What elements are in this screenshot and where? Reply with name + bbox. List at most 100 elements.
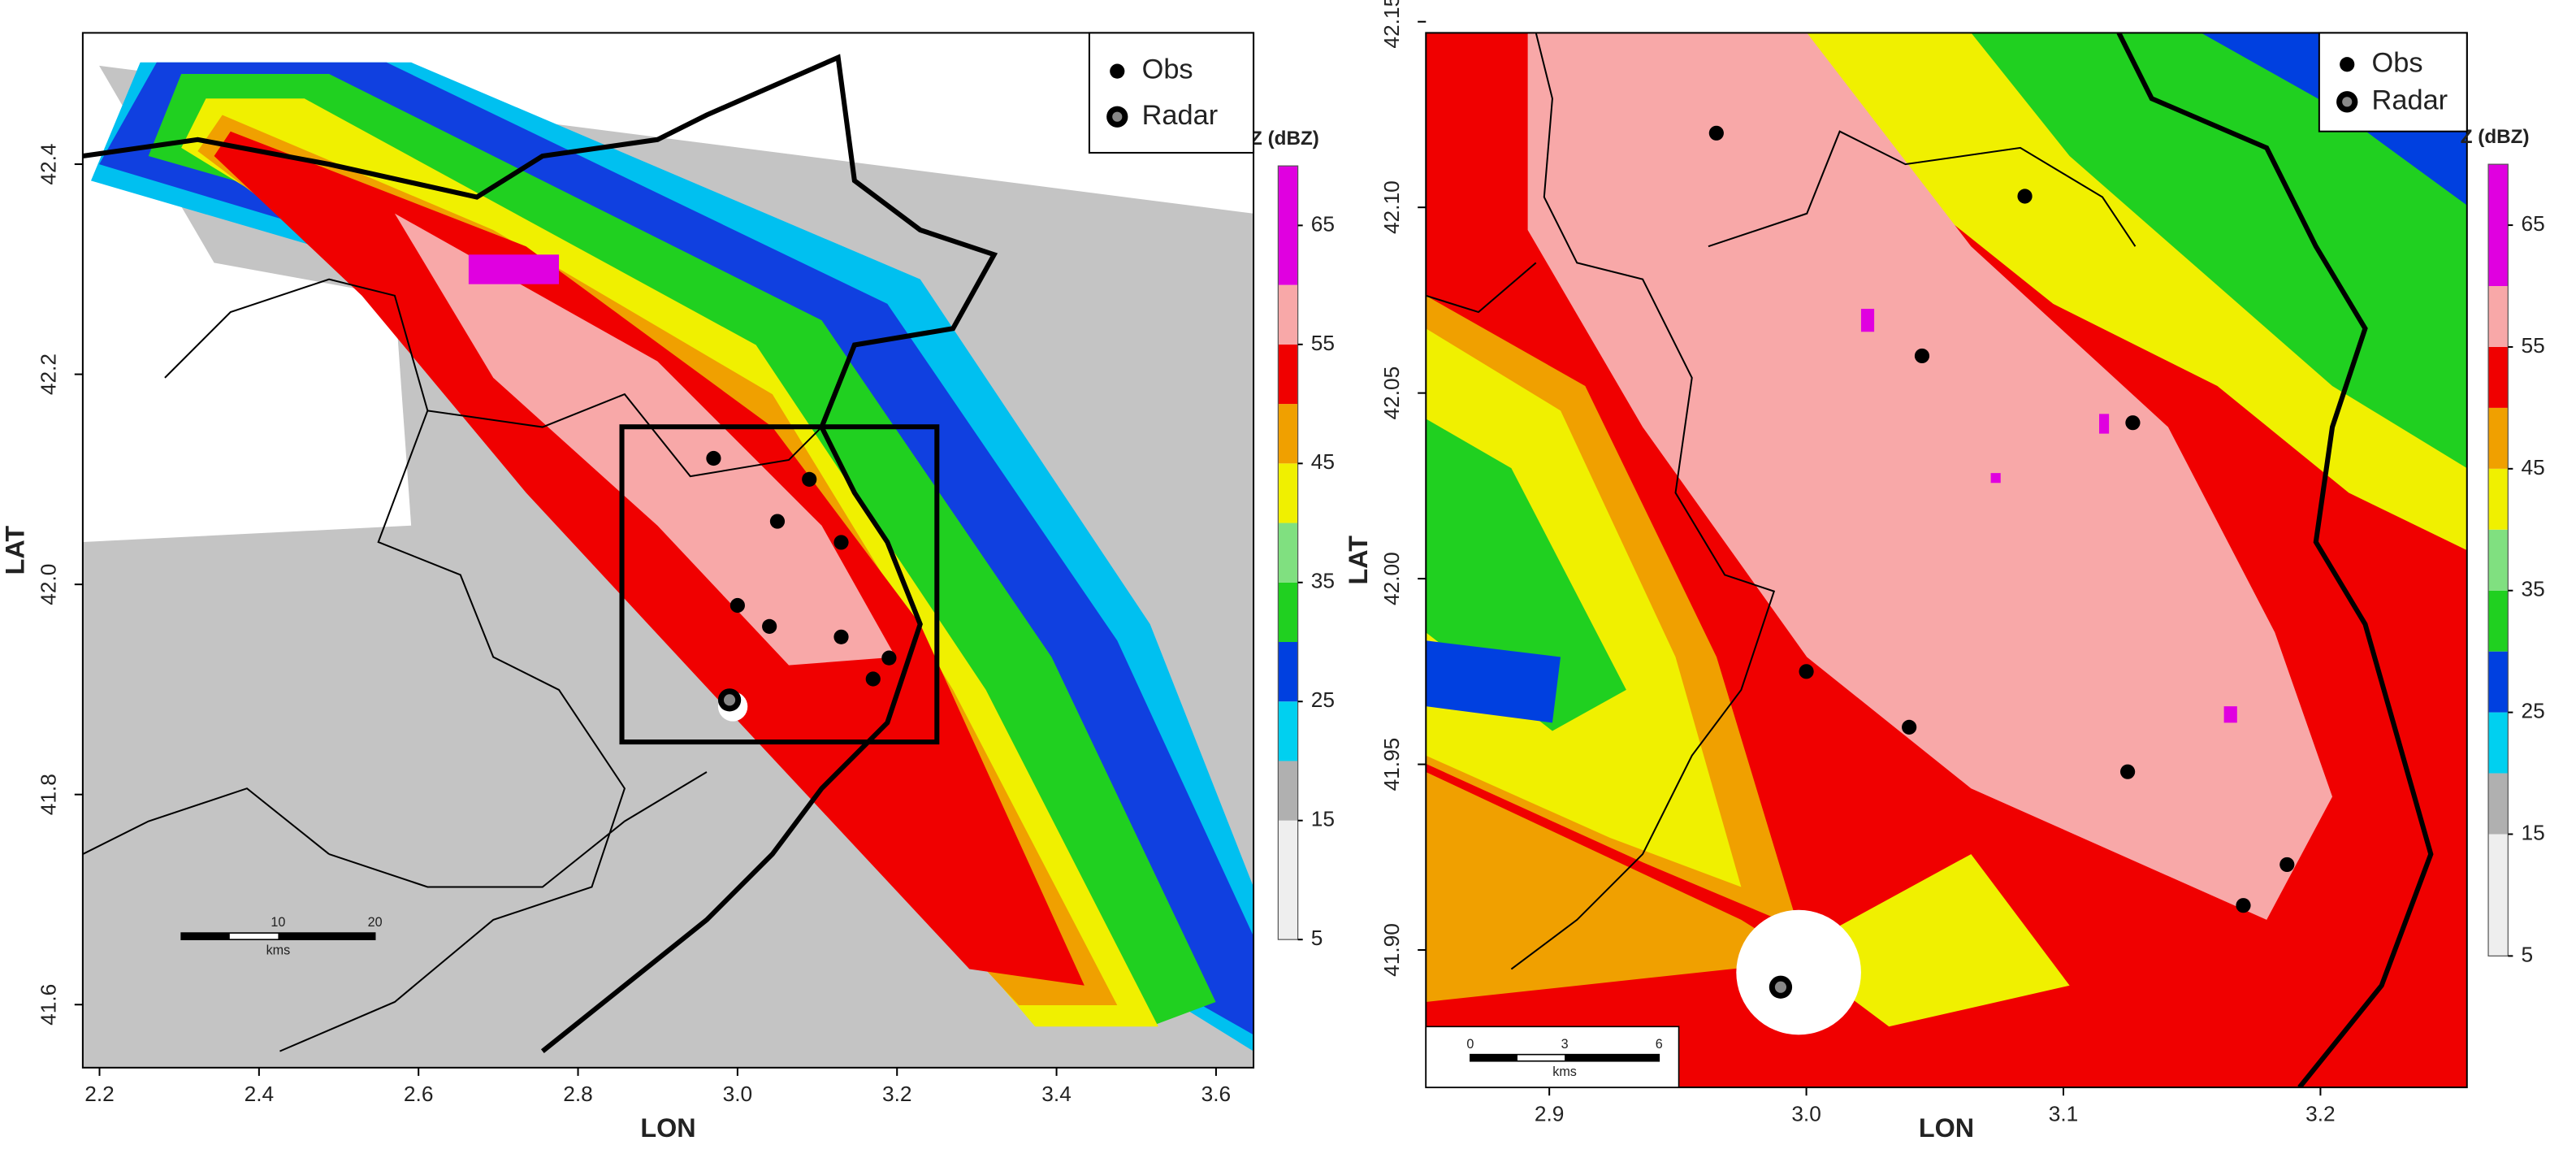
obs-point: [1799, 664, 1814, 679]
obs-point: [762, 618, 777, 634]
colorbar-band: [2488, 468, 2509, 530]
scalebar-fill: [1565, 1054, 1660, 1061]
colorbar-tick-label: 45: [1311, 449, 1335, 474]
y-tick-label: 42.10: [1379, 180, 1404, 234]
scalebar-unit: kms: [1552, 1065, 1577, 1079]
x-tick-label: 2.9: [1535, 1101, 1565, 1125]
scalebar-fill: [1470, 1054, 1517, 1061]
colorbar-band: [2488, 834, 2509, 956]
y-axis-title: LAT: [1344, 536, 1373, 585]
x-tick-label: 3.1: [2049, 1101, 2079, 1125]
obs-point: [1708, 125, 1724, 141]
plot-frame: [81, 32, 1255, 1069]
colorbar-title: Z (dBZ): [1250, 128, 1319, 150]
scalebar-fill: [278, 933, 375, 940]
colorbar-band: [2488, 712, 2509, 774]
zoom-box: [619, 424, 940, 745]
x-tick-label: 3.2: [2305, 1101, 2336, 1125]
obs-point: [706, 450, 721, 466]
colorbar-tick-label: 45: [2521, 455, 2544, 479]
y-tick-label: 41.8: [36, 774, 60, 815]
y-tick-label: 42.00: [1379, 552, 1404, 605]
colorbar-tick-label: 5: [1311, 926, 1323, 950]
colorbar-band: [2488, 651, 2509, 713]
legend-label: Obs: [2372, 47, 2423, 78]
colorbar-tick-label: 55: [1311, 331, 1335, 355]
radar-center: [1774, 981, 1787, 993]
colorbar-tick-label: 5: [2521, 942, 2533, 966]
obs-point: [833, 629, 849, 644]
x-tick-label: 3.6: [1201, 1082, 1232, 1106]
scalebar-unit: kms: [266, 943, 291, 958]
obs-point: [2236, 898, 2251, 913]
x-axis-title: LON: [640, 1113, 695, 1143]
colorbar-frame: [1277, 165, 1299, 940]
colorbar-band: [1278, 166, 1298, 285]
legend-obs-marker: [1110, 63, 1125, 79]
x-axis-title: LON: [1919, 1113, 1974, 1143]
colorbar-tick-label: 25: [1311, 687, 1335, 712]
legend-label: Obs: [1142, 54, 1193, 85]
y-tick-label: 42.2: [36, 353, 60, 395]
legend-box: [1088, 32, 1255, 154]
obs-point: [2125, 415, 2141, 431]
plot-frame: [1425, 32, 2468, 1089]
legend-box: [2318, 32, 2468, 132]
colorbar-tick-label: 65: [1311, 211, 1335, 236]
colorbar-band: [2488, 590, 2509, 652]
obs-point: [2279, 857, 2295, 873]
y-tick-label: 41.6: [36, 984, 60, 1026]
obs-point: [769, 514, 786, 529]
reflectivity-field-zoom: [1426, 33, 2467, 1088]
legend-obs-marker: [2340, 57, 2355, 72]
colorbar-band: [1278, 523, 1298, 583]
scalebar-fill: [181, 933, 230, 940]
x-tick-label: 3.0: [723, 1082, 753, 1106]
colorbar-band: [2488, 286, 2509, 347]
colorbar-tick-label: 35: [1311, 569, 1335, 593]
colorbar-band: [1278, 582, 1298, 643]
y-axis-title: LAT: [1, 526, 30, 575]
x-tick-label: 2.8: [563, 1082, 593, 1106]
y-tick-label: 41.90: [1379, 923, 1404, 977]
y-tick-label: 41.95: [1379, 738, 1404, 792]
obs-point: [1902, 719, 1917, 735]
colorbar-tick-label: 65: [2521, 211, 2544, 236]
legend-label: Radar: [1142, 100, 1219, 131]
x-tick-label: 2.4: [245, 1082, 275, 1106]
legend-label: Radar: [2372, 85, 2448, 115]
x-tick-label: 3.4: [1041, 1082, 1072, 1106]
scalebar-label: 3: [1561, 1037, 1569, 1052]
obs-point: [881, 650, 897, 666]
colorbar-tick-label: 25: [2521, 699, 2544, 723]
legend-radar-center: [2342, 97, 2353, 107]
x-tick-label: 2.2: [84, 1082, 115, 1106]
colorbar-band: [1278, 463, 1298, 523]
colorbar-band: [1278, 701, 1298, 761]
legend-radar-center: [1112, 111, 1123, 122]
colorbar-title: Z (dBZ): [2461, 126, 2530, 148]
obs-point: [802, 471, 817, 487]
obs-point: [865, 671, 881, 687]
y-tick-label: 42.15: [1379, 0, 1404, 49]
scalebar-label: 20: [368, 915, 383, 930]
colorbar-tick-label: 15: [2521, 820, 2544, 844]
colorbar-band: [2488, 407, 2509, 469]
scalebar-label: 6: [1656, 1037, 1663, 1052]
colorbar-band: [2488, 346, 2509, 408]
obs-point: [2017, 189, 2033, 204]
colorbar-band: [1278, 761, 1298, 821]
obs-point: [2120, 764, 2136, 779]
colorbar-tick-label: 35: [2521, 577, 2544, 601]
y-tick-label: 42.05: [1379, 366, 1404, 420]
colorbar-band: [2488, 773, 2509, 835]
scalebar-label: 0: [1466, 1037, 1474, 1052]
y-tick-label: 42.4: [36, 143, 60, 184]
obs-point: [730, 597, 745, 614]
x-tick-label: 3.0: [1791, 1101, 1821, 1125]
x-tick-label: 2.6: [404, 1082, 434, 1106]
colorbar-frame: [2487, 163, 2509, 956]
colorbar-band: [1278, 820, 1298, 940]
obs-point: [1914, 348, 1930, 364]
